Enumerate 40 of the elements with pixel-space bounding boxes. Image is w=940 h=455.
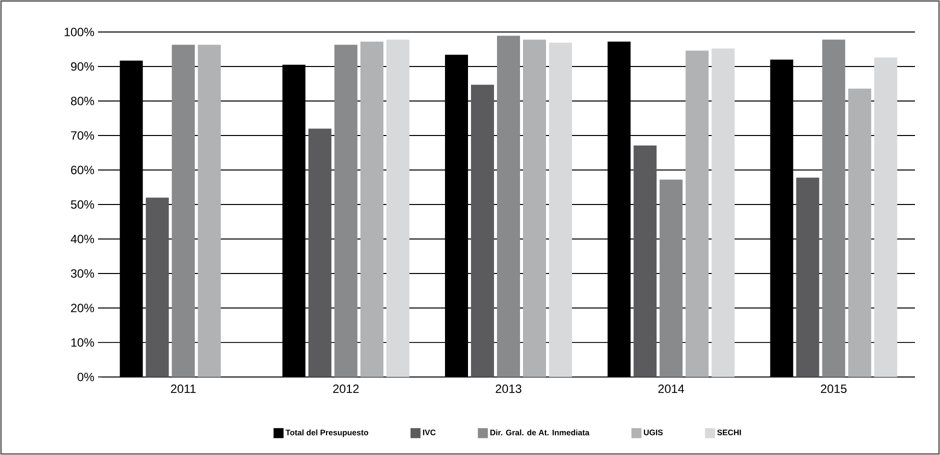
bar (172, 44, 195, 377)
x-tick-label: 2013 (496, 384, 522, 394)
bar (360, 42, 384, 377)
y-tick-label: 90% (71, 62, 94, 71)
bar (334, 44, 358, 377)
legend-label: Dir. Gral. de At. Inmediata (490, 429, 590, 436)
x-tick-label: 2011 (171, 384, 196, 394)
bar (634, 145, 657, 377)
bar (660, 180, 683, 377)
y-tick-label: 70% (71, 131, 94, 140)
bar (471, 84, 494, 377)
x-tick-label: 2014 (658, 384, 684, 394)
bar (686, 50, 709, 377)
y-tick-label: 50% (70, 200, 94, 209)
bar (796, 178, 820, 377)
bar (712, 48, 735, 377)
y-tick-label: 80% (70, 96, 94, 106)
x-tick-label: 2012 (333, 384, 359, 394)
y-tick-label: 40% (70, 234, 94, 244)
legend-label: IVC (423, 430, 436, 436)
bar (497, 36, 520, 377)
y-tick-label: 30% (70, 269, 94, 278)
bar (308, 128, 332, 377)
y-tick-label: 100% (64, 28, 94, 36)
bar (198, 44, 221, 377)
bar (146, 198, 169, 377)
y-tick-label: 0% (78, 372, 94, 382)
y-tick-label: 10% (71, 338, 94, 347)
bar (874, 58, 898, 377)
y-tick-label: 20% (71, 304, 94, 312)
x-tick-label: 2015 (820, 384, 847, 394)
bar (822, 40, 846, 377)
legend-label: SECHI (717, 430, 741, 436)
bar (523, 40, 546, 377)
bar (848, 88, 872, 377)
y-tick-label: 60% (71, 166, 94, 174)
bar (386, 40, 410, 377)
bar (549, 42, 572, 377)
legend-label: UGIS (644, 430, 663, 436)
legend-label: Total del Presupuesto (286, 429, 368, 437)
